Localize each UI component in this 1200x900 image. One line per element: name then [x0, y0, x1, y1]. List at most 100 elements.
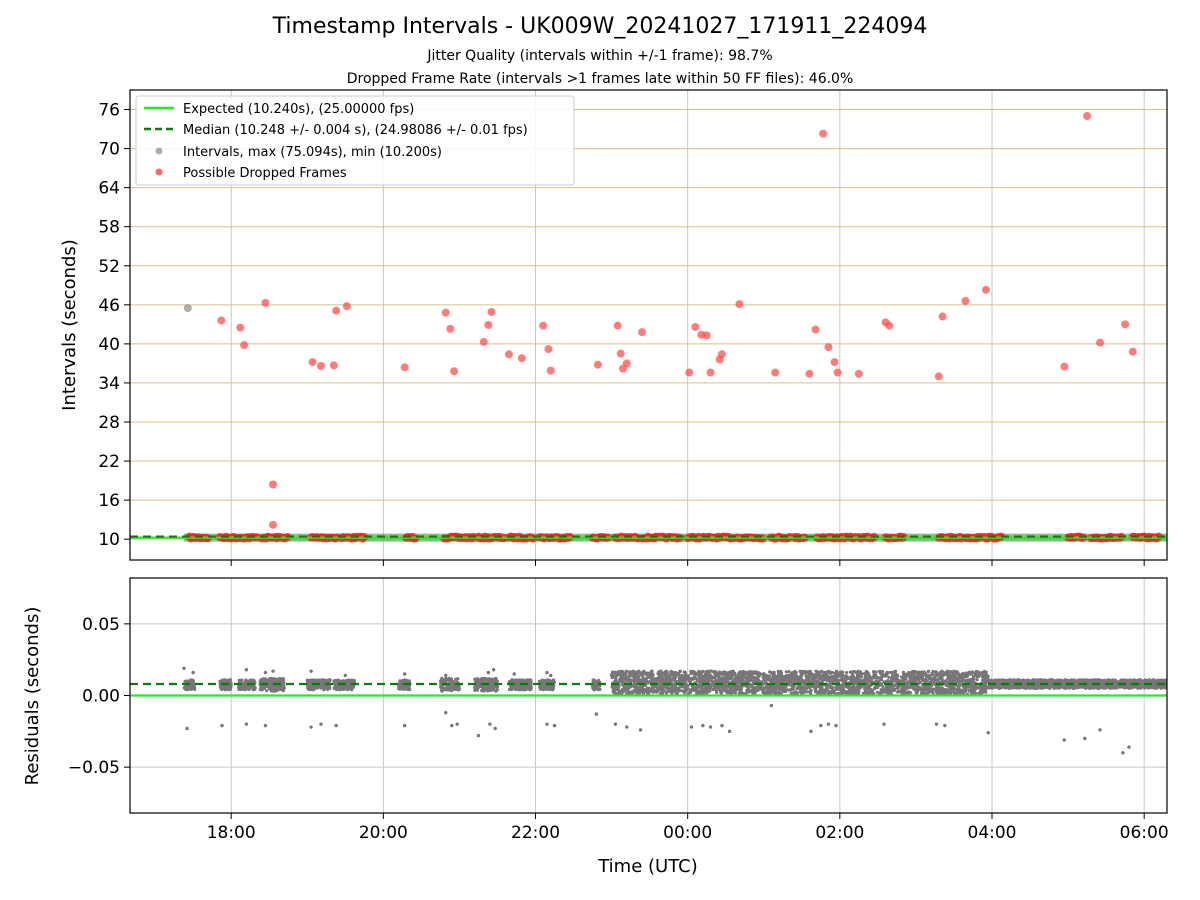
- residual-point: [761, 676, 766, 680]
- dropped-frame-point: [685, 368, 694, 377]
- dropped-frame-point: [269, 480, 278, 489]
- residual-point: [851, 671, 855, 675]
- residual-point: [863, 690, 867, 694]
- residual-point: [454, 686, 458, 691]
- residual-point: [593, 683, 597, 687]
- residual-point: [220, 685, 224, 689]
- residual-point: [529, 685, 533, 690]
- dropped-frame-point: [613, 321, 622, 330]
- residual-point: [949, 670, 953, 674]
- residual-point: [633, 670, 638, 674]
- dropped-frame-point: [824, 343, 833, 352]
- residual-point: [747, 686, 751, 690]
- residual-point: [957, 674, 961, 678]
- residual-point: [727, 691, 731, 695]
- intervals-plot-frame: [129, 89, 1168, 561]
- residual-point: [324, 679, 328, 684]
- intervals-y-tick-label: 64: [98, 179, 120, 199]
- residual-point: [928, 677, 932, 681]
- residual-point: [750, 684, 754, 688]
- residual-point: [801, 679, 806, 683]
- residual-point: [814, 675, 818, 679]
- residual-point: [454, 677, 458, 682]
- residual-point: [968, 678, 972, 682]
- residual-point: [335, 687, 340, 692]
- residual-point: [888, 670, 892, 675]
- residual-point: [951, 677, 955, 681]
- residual-point: [635, 691, 639, 695]
- residual-point: [841, 681, 846, 685]
- residual-point: [810, 676, 814, 680]
- residual-point: [844, 670, 849, 675]
- residual-point: [879, 690, 883, 695]
- residual-point: [746, 690, 750, 694]
- residual-point: [868, 684, 872, 688]
- residual-point: [934, 685, 939, 689]
- residual-point: [696, 678, 700, 683]
- residual-point: [911, 672, 915, 676]
- residual-point: [832, 678, 837, 682]
- residual-point: [244, 678, 248, 682]
- residual-point: [959, 691, 963, 695]
- residual-point: [669, 678, 673, 682]
- residual-point: [820, 670, 824, 674]
- residual-point: [833, 671, 837, 675]
- dropped-frame-point: [938, 312, 947, 321]
- residual-point: [862, 684, 866, 688]
- residual-point: [946, 674, 950, 678]
- dropped-frame-point: [1083, 112, 1092, 121]
- residual-point: [480, 677, 484, 681]
- residual-point: [911, 686, 915, 690]
- dropped-frame-point: [1060, 362, 1069, 371]
- residual-point: [744, 672, 748, 676]
- residual-point: [338, 688, 342, 692]
- residual-point: [279, 687, 284, 691]
- dropped-frame-point: [854, 369, 863, 378]
- residual-point: [248, 679, 252, 684]
- residual-point: [637, 670, 641, 674]
- residual-point: [332, 681, 336, 686]
- residual-point: [892, 684, 896, 688]
- residual-point: [919, 674, 923, 678]
- residual-point: [843, 677, 847, 681]
- residual-point: [623, 685, 627, 690]
- residual-point: [596, 688, 601, 692]
- residual-point: [695, 686, 699, 691]
- residual-point: [613, 671, 617, 675]
- residual-point: [687, 676, 691, 680]
- residual-point: [892, 687, 897, 691]
- residual-point: [906, 690, 911, 695]
- dropped-frame-point: [616, 349, 625, 358]
- dropped-frame-point: [1121, 320, 1130, 329]
- residual-point: [747, 671, 751, 675]
- residual-point: [722, 687, 726, 692]
- residual-point: [796, 677, 800, 682]
- residual-point: [451, 687, 455, 691]
- intervals-y-tick-label: 10: [98, 530, 120, 550]
- intervals-data: [130, 112, 1167, 543]
- residual-point: [875, 690, 880, 694]
- residual-point: [922, 672, 926, 676]
- residual-point: [727, 671, 731, 675]
- residual-point: [823, 689, 828, 693]
- residual-point: [859, 672, 863, 676]
- residual-point: [650, 687, 654, 691]
- residual-point: [406, 679, 411, 684]
- residual-point: [398, 685, 402, 690]
- residual-point: [952, 685, 956, 689]
- residual-point: [251, 687, 256, 691]
- residual-point: [666, 688, 670, 692]
- residual-point: [275, 677, 279, 681]
- residual-point: [630, 674, 634, 678]
- residual-point: [342, 679, 346, 684]
- dropped-frame-point: [638, 328, 647, 337]
- residual-point: [659, 679, 663, 684]
- residual-point: [729, 675, 734, 679]
- residual-point: [879, 670, 883, 674]
- residual-point: [480, 684, 484, 689]
- residual-point: [824, 686, 828, 691]
- residual-point: [250, 678, 255, 682]
- residual-point: [739, 680, 743, 684]
- residual-point: [985, 675, 989, 680]
